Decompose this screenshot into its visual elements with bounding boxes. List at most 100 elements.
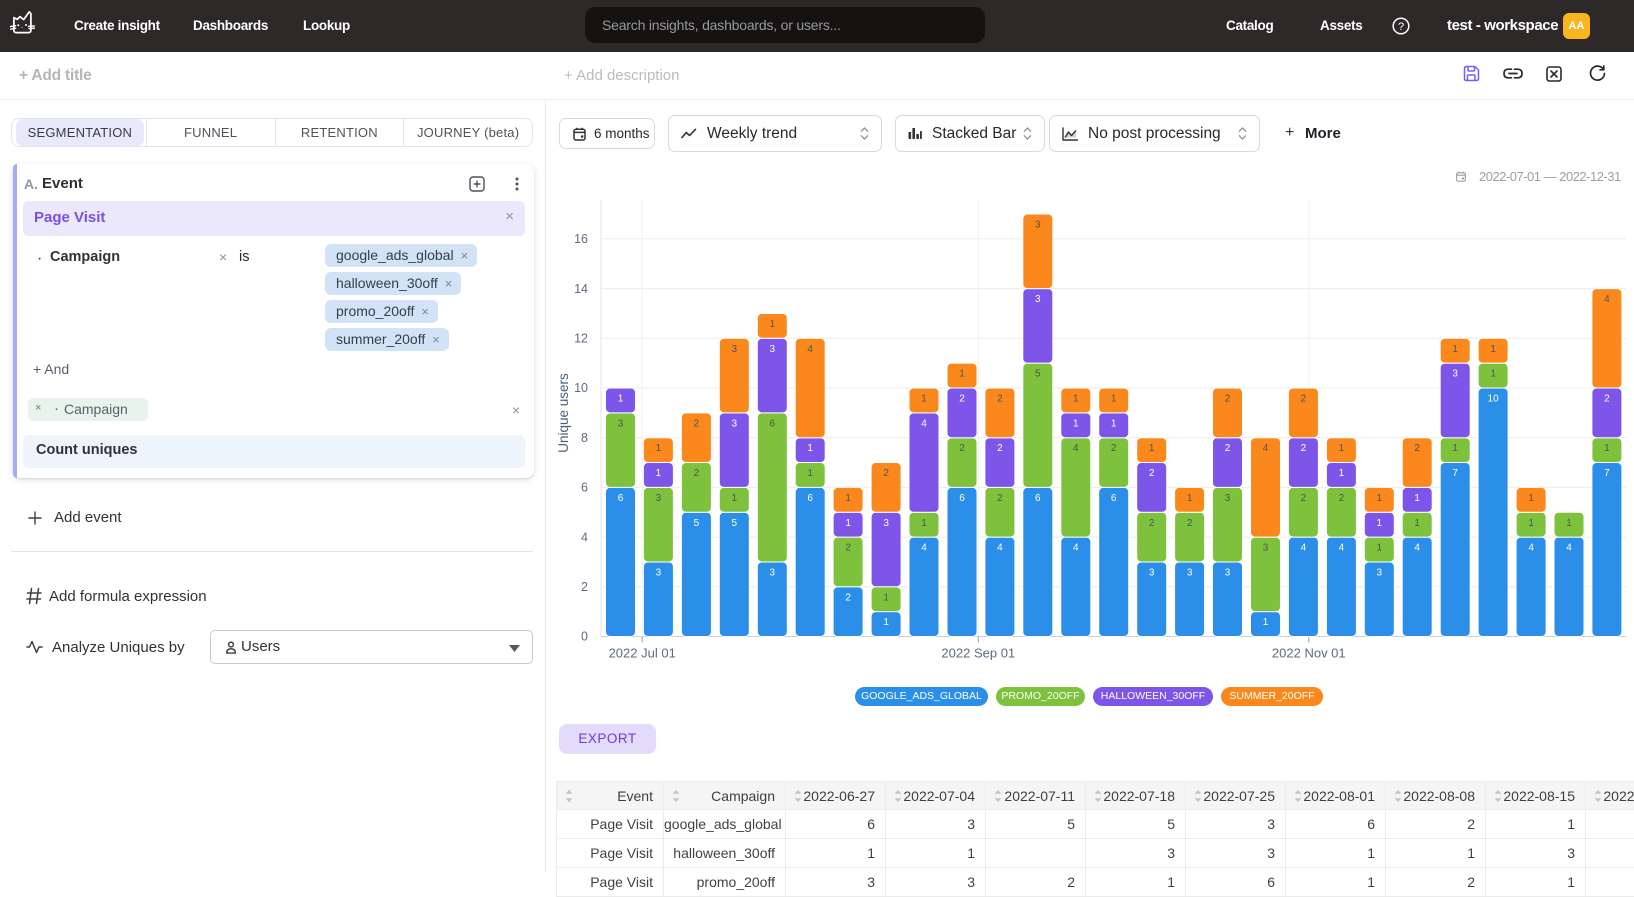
svg-text:1: 1 <box>845 493 851 504</box>
svg-text:2: 2 <box>1225 394 1231 405</box>
svg-text:0: 0 <box>581 630 588 644</box>
svg-text:1: 1 <box>1528 518 1534 529</box>
svg-text:10: 10 <box>1488 394 1500 405</box>
svg-text:1: 1 <box>1111 418 1117 429</box>
svg-text:2: 2 <box>1339 493 1345 504</box>
svg-text:2: 2 <box>1604 394 1610 405</box>
svg-text:2022 Nov 01: 2022 Nov 01 <box>1272 646 1346 661</box>
svg-text:4: 4 <box>1604 294 1610 305</box>
svg-text:3: 3 <box>1377 567 1383 578</box>
svg-text:2: 2 <box>997 394 1003 405</box>
svg-text:1: 1 <box>1566 518 1572 529</box>
svg-text:1: 1 <box>1111 394 1117 405</box>
svg-text:1: 1 <box>656 443 662 454</box>
svg-text:3: 3 <box>732 344 738 355</box>
svg-text:4: 4 <box>1339 543 1345 554</box>
svg-text:1: 1 <box>921 518 927 529</box>
svg-text:2: 2 <box>997 493 1003 504</box>
svg-text:5: 5 <box>732 518 738 529</box>
svg-text:1: 1 <box>807 443 813 454</box>
svg-text:3: 3 <box>770 344 776 355</box>
svg-text:6: 6 <box>581 481 588 495</box>
svg-text:2: 2 <box>581 580 588 594</box>
svg-text:1: 1 <box>1073 418 1079 429</box>
svg-text:6: 6 <box>959 493 965 504</box>
svg-text:3: 3 <box>732 418 738 429</box>
svg-text:3: 3 <box>1149 567 1155 578</box>
svg-text:2: 2 <box>959 394 965 405</box>
svg-text:6: 6 <box>1035 493 1041 504</box>
svg-text:1: 1 <box>656 468 662 479</box>
svg-text:5: 5 <box>1035 369 1041 380</box>
svg-text:1: 1 <box>1339 468 1345 479</box>
svg-text:6: 6 <box>807 493 813 504</box>
svg-text:1: 1 <box>845 518 851 529</box>
svg-text:4: 4 <box>1301 543 1307 554</box>
svg-text:3: 3 <box>1452 369 1458 380</box>
svg-text:1: 1 <box>1339 443 1345 454</box>
svg-text:2: 2 <box>1301 493 1307 504</box>
svg-text:2: 2 <box>1111 443 1117 454</box>
svg-text:6: 6 <box>770 418 776 429</box>
svg-text:2: 2 <box>959 443 965 454</box>
svg-text:3: 3 <box>656 493 662 504</box>
svg-text:3: 3 <box>656 567 662 578</box>
svg-text:1: 1 <box>1414 493 1420 504</box>
svg-text:2: 2 <box>1225 443 1231 454</box>
svg-text:2: 2 <box>1301 394 1307 405</box>
svg-text:4: 4 <box>1566 543 1572 554</box>
svg-text:2: 2 <box>1149 468 1155 479</box>
svg-text:4: 4 <box>581 530 588 544</box>
svg-text:2: 2 <box>997 443 1003 454</box>
svg-text:5: 5 <box>694 518 700 529</box>
svg-text:4: 4 <box>1073 543 1079 554</box>
svg-text:1: 1 <box>732 493 738 504</box>
svg-text:3: 3 <box>1263 543 1269 554</box>
svg-text:1: 1 <box>1263 617 1269 628</box>
svg-text:8: 8 <box>581 431 588 445</box>
svg-text:3: 3 <box>1187 567 1193 578</box>
svg-text:2: 2 <box>1414 443 1420 454</box>
svg-text:4: 4 <box>1414 543 1420 554</box>
svg-text:1: 1 <box>1377 493 1383 504</box>
svg-text:1: 1 <box>1528 493 1534 504</box>
svg-text:4: 4 <box>1528 543 1534 554</box>
svg-text:7: 7 <box>1604 468 1610 479</box>
svg-text:1: 1 <box>618 394 624 405</box>
svg-text:1: 1 <box>921 394 927 405</box>
svg-text:2: 2 <box>694 418 700 429</box>
svg-text:2: 2 <box>694 468 700 479</box>
svg-text:2: 2 <box>845 543 851 554</box>
svg-text:1: 1 <box>1490 344 1496 355</box>
svg-text:14: 14 <box>574 282 588 296</box>
svg-text:4: 4 <box>997 543 1003 554</box>
svg-text:2022 Sep 01: 2022 Sep 01 <box>941 646 1015 661</box>
svg-text:4: 4 <box>921 543 927 554</box>
svg-text:1: 1 <box>1149 443 1155 454</box>
svg-text:7: 7 <box>1452 468 1458 479</box>
svg-text:4: 4 <box>1263 443 1269 454</box>
svg-text:Unique users: Unique users <box>556 373 571 453</box>
svg-text:2: 2 <box>1187 518 1193 529</box>
svg-text:1: 1 <box>883 592 889 603</box>
svg-text:4: 4 <box>921 418 927 429</box>
svg-text:3: 3 <box>770 567 776 578</box>
svg-text:2022 Jul 01: 2022 Jul 01 <box>609 646 676 661</box>
svg-text:1: 1 <box>1377 543 1383 554</box>
svg-text:1: 1 <box>1452 344 1458 355</box>
svg-text:1: 1 <box>883 617 889 628</box>
svg-text:10: 10 <box>574 381 588 395</box>
svg-text:1: 1 <box>1073 394 1079 405</box>
svg-text:3: 3 <box>1225 567 1231 578</box>
svg-text:1: 1 <box>1452 443 1458 454</box>
svg-text:3: 3 <box>1225 493 1231 504</box>
svg-text:3: 3 <box>618 418 624 429</box>
svg-text:1: 1 <box>1604 443 1610 454</box>
svg-text:1: 1 <box>1187 493 1193 504</box>
svg-text:1: 1 <box>770 319 776 330</box>
svg-text:2: 2 <box>1301 443 1307 454</box>
svg-text:4: 4 <box>807 344 813 355</box>
svg-text:1: 1 <box>1377 518 1383 529</box>
svg-text:2: 2 <box>845 592 851 603</box>
svg-text:4: 4 <box>1073 443 1079 454</box>
